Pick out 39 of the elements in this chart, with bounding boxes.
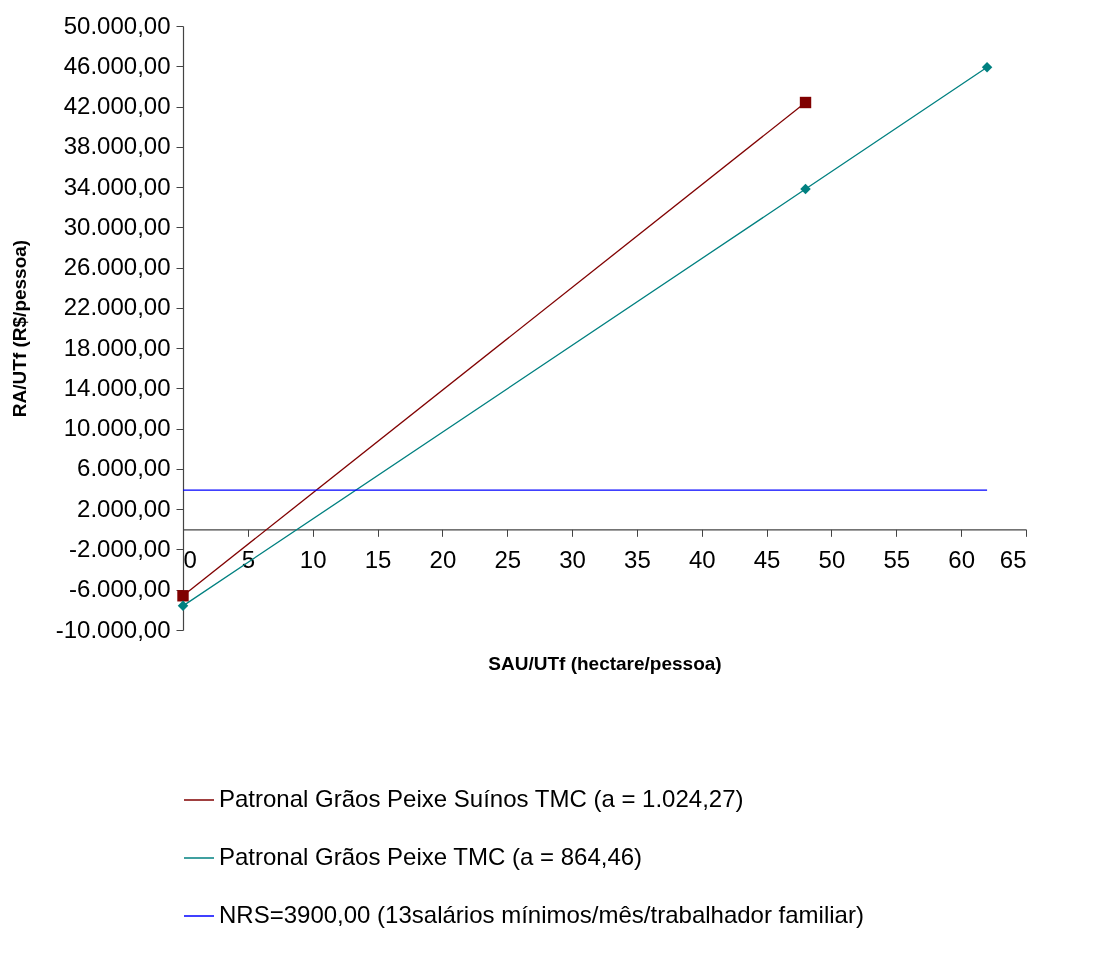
point — [799, 96, 812, 109]
y-axis-title: RA/UTf (R$/pessoa) — [8, 239, 30, 418]
y-tick-label: 6.000,00 — [77, 454, 171, 482]
x-tick-label: 10 — [299, 545, 327, 573]
point — [177, 600, 189, 612]
y-tick-label: 10.000,00 — [63, 414, 171, 442]
point — [981, 62, 993, 73]
y-tick-label: 18.000,00 — [63, 333, 171, 361]
y-tick-label: -2.000,00 — [69, 534, 171, 562]
y-tick-label: 38.000,00 — [63, 132, 171, 160]
y-tick-label: -6.000,00 — [69, 575, 171, 603]
x-axis-title: SAU/UTf (hectare/pessoa) — [488, 652, 722, 674]
x-tick-label: 20 — [429, 545, 457, 573]
x-tick-label: 0 — [183, 545, 197, 573]
x-tick-label: 45 — [753, 545, 781, 573]
x-tick-label: 30 — [559, 545, 586, 573]
y-tick-label: 26.000,00 — [63, 253, 171, 281]
legend-label: Patronal Grãos Peixe TMC (a = 864,46) — [219, 843, 643, 870]
y-tick-label: 22.000,00 — [63, 293, 171, 321]
y-tick-label: 50.000,00 — [63, 11, 171, 39]
x-tick-label: 60 — [948, 545, 976, 573]
y-tick-label: 14.000,00 — [63, 373, 171, 401]
x-tick-label: 50 — [818, 545, 846, 573]
point — [177, 590, 189, 602]
y-tick-label: -10.000,00 — [55, 615, 171, 643]
y-tick-label: 34.000,00 — [63, 172, 171, 200]
point — [800, 183, 811, 195]
y-tick-label: 2.000,00 — [77, 494, 171, 522]
x-tick-label: 55 — [883, 545, 911, 573]
x-tick-label: 40 — [688, 545, 716, 573]
y-tick-label: 30.000,00 — [63, 212, 171, 240]
x-tick-label: 15 — [364, 545, 392, 573]
y-tick-label: 46.000,00 — [63, 51, 171, 79]
legend-label: NRS=3900,00 (13salários mínimos/mês/trabalhador familiar) — [219, 901, 864, 928]
y-tick-label: 42.000,00 — [63, 92, 171, 120]
x-tick-label: 35 — [624, 545, 651, 573]
legend-label: Patronal Grãos Peixe Suínos TMC (a = 1.024,27) — [219, 785, 744, 812]
x-tick-label: 25 — [494, 545, 522, 573]
x-tick-label: 65 — [999, 545, 1027, 573]
